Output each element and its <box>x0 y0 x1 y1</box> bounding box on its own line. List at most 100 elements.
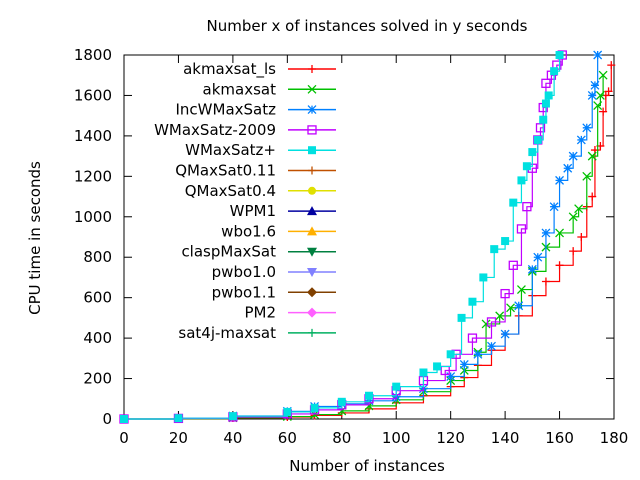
legend-label: QMaxSat0.11 <box>175 162 276 180</box>
data-point <box>607 61 616 70</box>
data-point <box>174 414 183 423</box>
y-tick-label: 1000 <box>74 208 112 226</box>
data-point <box>569 247 578 256</box>
legend-label: WMaxSatz+ <box>185 141 276 159</box>
data-point <box>516 285 526 295</box>
legend-marker <box>307 307 317 318</box>
y-tick-label: 1800 <box>74 46 112 64</box>
legend-label: WPM1 <box>230 202 276 220</box>
legend-marker <box>308 166 316 175</box>
y-axis: 0 200 400 600 800 1000 1200 1400 1600 1800 <box>74 46 614 428</box>
plot-frame <box>123 54 615 420</box>
data-point <box>527 264 537 274</box>
data-point <box>522 162 531 171</box>
legend-marker <box>307 105 317 115</box>
x-tick-label: 40 <box>223 429 242 447</box>
legend-label: claspMaxSat <box>181 243 276 261</box>
data-point <box>541 277 550 286</box>
legend-marker <box>308 186 316 195</box>
y-tick-label: 1200 <box>74 167 112 185</box>
data-point <box>587 90 597 100</box>
legend-entry: akmaxsat_ls <box>183 60 336 79</box>
x-tick-label: 60 <box>278 429 297 447</box>
data-point <box>541 78 551 88</box>
data-point <box>550 67 559 76</box>
series-layer <box>119 50 616 424</box>
legend-entry: akmaxsat <box>203 80 336 98</box>
x-tick-label: 20 <box>169 429 188 447</box>
data-point <box>467 333 478 343</box>
legend-entry: QMaxSat0.11 <box>175 162 336 180</box>
data-point <box>468 297 477 306</box>
data-point <box>593 101 603 111</box>
legend-label: akmaxsat_ls <box>183 60 276 79</box>
data-point <box>500 288 510 299</box>
data-point <box>419 368 428 377</box>
legend-marker <box>307 226 317 236</box>
data-point <box>577 233 586 241</box>
data-point <box>490 245 499 254</box>
data-point <box>563 163 573 173</box>
x-tick-label: 120 <box>436 429 465 447</box>
data-point <box>365 391 373 400</box>
legend-label: pwbo1.1 <box>212 283 276 301</box>
data-point <box>533 252 543 262</box>
data-point <box>599 107 608 116</box>
legend-entry: WPM1 <box>230 202 336 220</box>
legend-entry: PM2 <box>244 304 336 322</box>
y-tick-label: 200 <box>83 370 112 388</box>
y-tick-label: 600 <box>83 289 112 307</box>
data-point <box>582 123 592 133</box>
data-point <box>459 359 469 369</box>
chart-title: Number x of instances solved in y second… <box>207 17 528 35</box>
data-point <box>500 329 510 339</box>
data-point <box>508 260 518 270</box>
y-tick-label: 1600 <box>74 86 112 104</box>
legend-entry: sat4j-maxsat <box>178 324 336 342</box>
data-point <box>501 237 510 246</box>
x-tick-label: 0 <box>119 429 129 447</box>
data-point <box>587 151 597 161</box>
data-point <box>598 70 608 80</box>
data-point <box>535 123 546 133</box>
legend-label: WMaxSatz-2009 <box>154 121 276 139</box>
legend-marker <box>308 65 316 73</box>
y-tick-label: 400 <box>83 329 112 347</box>
x-tick-label: 140 <box>491 429 520 447</box>
series-WMaxSatz+ <box>120 51 564 423</box>
y-axis-label: CPU time in seconds <box>26 161 44 315</box>
data-point <box>337 397 346 406</box>
data-point <box>310 403 319 412</box>
data-point <box>516 224 527 234</box>
data-point <box>568 151 578 161</box>
data-point <box>486 317 497 327</box>
data-point <box>514 301 524 311</box>
y-tick-label: 0 <box>102 410 112 428</box>
y-tick-label: 1400 <box>74 127 112 145</box>
legend-marker <box>307 125 317 135</box>
data-point <box>544 91 553 100</box>
legend-entry: QMaxSat0.4 <box>185 182 336 200</box>
data-point <box>473 349 483 359</box>
data-point <box>555 261 564 270</box>
data-point <box>555 228 565 238</box>
x-axis-label: Number of instances <box>289 457 445 475</box>
data-point <box>120 415 128 423</box>
data-point <box>582 171 592 181</box>
data-point <box>549 202 559 212</box>
legend-label: pwbo1.0 <box>212 263 276 281</box>
legend-entry: IncWMaxSatz <box>176 101 336 119</box>
legend-marker <box>307 287 317 298</box>
data-point <box>479 273 488 282</box>
data-point <box>457 313 466 322</box>
data-point <box>590 80 600 90</box>
data-point <box>392 382 401 391</box>
legend-entry: pwbo1.1 <box>212 283 336 301</box>
x-axis: 0 20 40 60 80 100 120 140 160 180 <box>119 55 628 447</box>
legend-label: wbo1.6 <box>221 222 276 240</box>
legend-entry: pwbo1.0 <box>212 263 336 281</box>
legend-label: PM2 <box>244 304 276 322</box>
data-point <box>604 87 613 96</box>
